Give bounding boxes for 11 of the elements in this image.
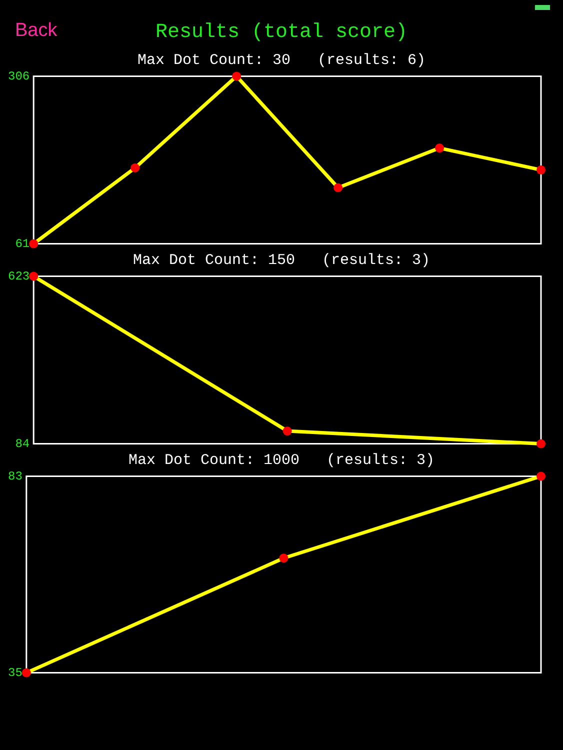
chart-subtitle: Max Dot Count: 150 (results: 3) — [132, 252, 432, 269]
y-tick-label: 35 — [8, 666, 22, 680]
y-tick-label: 306 — [8, 69, 30, 84]
chart-subtitle: Max Dot Count: 1000 (results: 3) — [127, 452, 436, 469]
y-tick-label: 61 — [15, 236, 30, 251]
chart-subtitle: Max Dot Count: 30 (results: 6) — [136, 52, 427, 69]
y-tick-label: 623 — [8, 269, 30, 284]
y-tick-label: 84 — [15, 436, 30, 451]
chart-title: Results (total score) — [155, 21, 408, 44]
y-tick-label: 83 — [8, 469, 22, 484]
text: Back — [15, 20, 58, 42]
